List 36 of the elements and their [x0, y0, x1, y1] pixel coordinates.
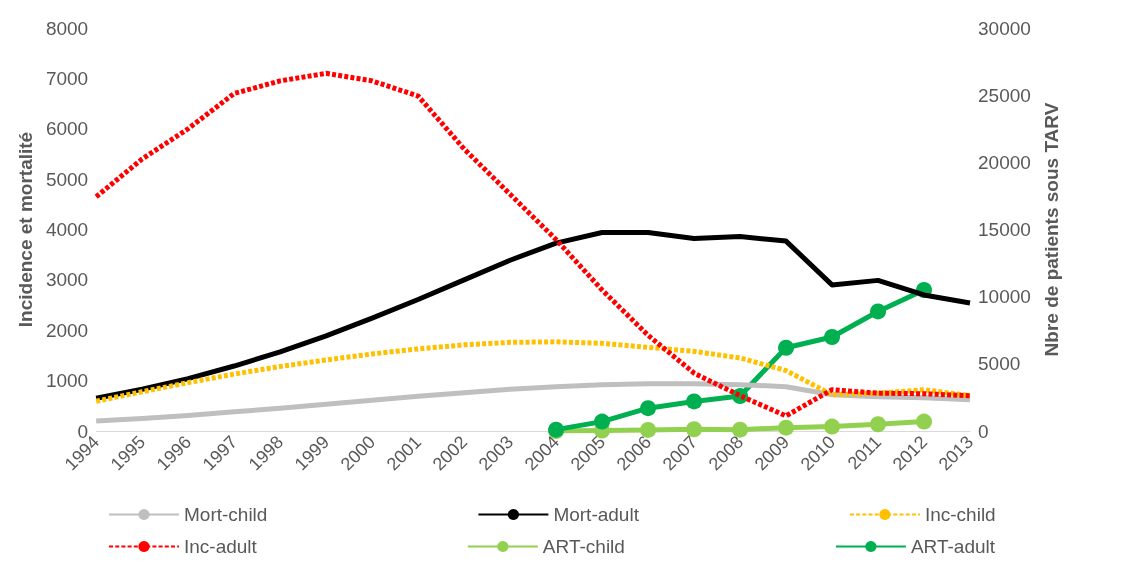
legend-label: Inc-child — [924, 504, 996, 525]
y-tick-label: 8000 — [45, 17, 89, 39]
y-tick-label: 5000 — [45, 168, 89, 190]
y2-tick-label: 10000 — [978, 286, 1031, 308]
point — [732, 421, 749, 438]
y2-tick-label: 5000 — [978, 353, 1021, 375]
point — [824, 328, 841, 345]
point — [824, 418, 841, 435]
y2-tick-label: 25000 — [978, 84, 1031, 106]
y-tick-label: 0 — [77, 420, 89, 442]
legend-label: ART-child — [542, 536, 625, 557]
y2-tick-label: 20000 — [978, 151, 1031, 173]
legend-label: Inc-adult — [184, 536, 258, 557]
y2-tick-label: 15000 — [978, 219, 1031, 240]
y2-tick-label: 30000 — [978, 17, 1031, 39]
point — [778, 419, 795, 436]
y-tick-label: 2000 — [45, 319, 89, 341]
point — [916, 413, 933, 430]
legend-label: ART-adult — [910, 536, 996, 557]
y-tick-label: 4000 — [45, 219, 89, 240]
y-tick-label: 6000 — [45, 118, 89, 140]
legend-label: Mort-adult — [553, 504, 640, 525]
point — [594, 413, 611, 430]
y2-tick-label: 0 — [978, 420, 989, 442]
point — [870, 303, 887, 320]
y-tick-label: 7000 — [45, 67, 89, 89]
y-tick-label: 3000 — [45, 269, 89, 291]
legend-label: Mort-child — [184, 504, 268, 525]
point — [640, 400, 657, 417]
point — [640, 421, 657, 438]
point — [778, 339, 795, 356]
y-axis-title: Incidence et mortalité — [15, 131, 36, 328]
y-tick-label: 1000 — [45, 370, 89, 392]
point — [870, 416, 887, 433]
point — [686, 393, 703, 410]
y2-axis-title: Nbre de patients sous TARV — [1041, 102, 1062, 357]
